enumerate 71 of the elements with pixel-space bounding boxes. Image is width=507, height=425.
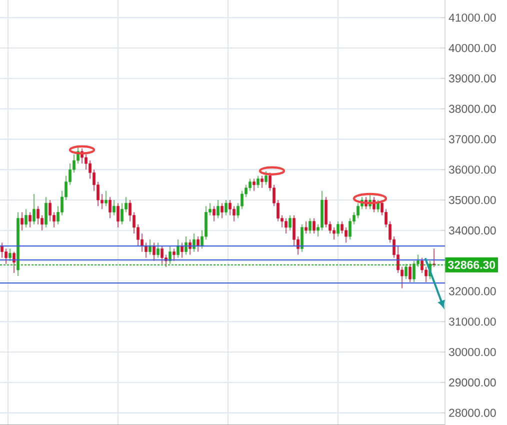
candlestick xyxy=(356,202,360,219)
candlestick xyxy=(148,239,152,256)
candlestick xyxy=(44,196,48,228)
y-tick-label: 38000.00 xyxy=(448,104,496,113)
candlestick xyxy=(308,218,312,234)
candlestick xyxy=(172,248,176,262)
candlestick xyxy=(4,248,8,264)
candlestick xyxy=(180,242,184,258)
y-tick-label: 29000.00 xyxy=(449,378,496,386)
candlestick xyxy=(48,200,52,222)
candlestick xyxy=(36,206,40,225)
y-tick-label: 41000.00 xyxy=(448,14,496,22)
candlestick xyxy=(0,242,4,258)
y-tick-label: 31000.00 xyxy=(448,318,496,326)
candlestick xyxy=(340,220,344,234)
candlestick xyxy=(160,245,164,264)
candlestick xyxy=(292,214,296,246)
candlestick xyxy=(212,206,216,222)
candlestick xyxy=(20,212,24,231)
candlestick xyxy=(260,175,264,188)
candlestick xyxy=(232,206,236,222)
y-tick-label: 35000.00 xyxy=(448,196,496,204)
candlestick xyxy=(144,242,148,258)
candlestick xyxy=(336,220,340,237)
candlestick xyxy=(112,200,116,216)
candlestick xyxy=(312,218,316,234)
candlestick xyxy=(176,239,180,258)
ref-line-label: 32866.30 xyxy=(448,260,496,269)
candlestick xyxy=(348,218,352,240)
candlestick xyxy=(184,236,188,256)
y-tick-label: 30000.00 xyxy=(448,348,496,356)
candlestick xyxy=(120,202,124,225)
candlestick xyxy=(304,220,308,234)
candlestick xyxy=(32,194,36,225)
candlestick xyxy=(216,200,220,219)
candlestick xyxy=(192,233,196,252)
candlestick xyxy=(84,154,88,170)
candlestick xyxy=(344,227,348,243)
candlestick xyxy=(8,248,12,262)
candlestick xyxy=(284,218,288,234)
y-tick-label: 40000.00 xyxy=(448,44,496,52)
candlestick xyxy=(108,196,112,219)
y-tick-label: 32000.00 xyxy=(448,287,496,296)
candlestick xyxy=(432,248,436,268)
candlestick xyxy=(188,239,192,256)
candlestick xyxy=(256,175,260,188)
candlestick xyxy=(28,212,32,228)
candlestick xyxy=(376,200,380,213)
candlestick xyxy=(220,202,224,219)
y-tick-label: 37000.00 xyxy=(448,135,496,144)
y-tick-label: 28000.00 xyxy=(449,408,496,417)
candlestick xyxy=(288,214,292,231)
candlestick xyxy=(152,242,156,262)
candlestick xyxy=(224,200,228,216)
candlestick xyxy=(248,178,252,192)
candlestick xyxy=(264,170,268,186)
candlestick xyxy=(300,224,304,252)
candlestick xyxy=(252,178,256,192)
candlestick xyxy=(12,251,16,274)
candlestick xyxy=(116,202,120,228)
y-tick-label: 39000.00 xyxy=(448,74,496,82)
candlestick xyxy=(156,242,160,258)
candlestick xyxy=(104,190,108,206)
y-tick-label: 34000.00 xyxy=(448,226,496,234)
candlestick xyxy=(196,236,200,252)
candlestick xyxy=(332,227,336,240)
candlestick xyxy=(420,257,424,274)
candlestick xyxy=(24,208,28,228)
candlestick xyxy=(408,264,412,282)
candlestick xyxy=(228,200,232,216)
y-tick-label: 36000.00 xyxy=(448,166,496,174)
